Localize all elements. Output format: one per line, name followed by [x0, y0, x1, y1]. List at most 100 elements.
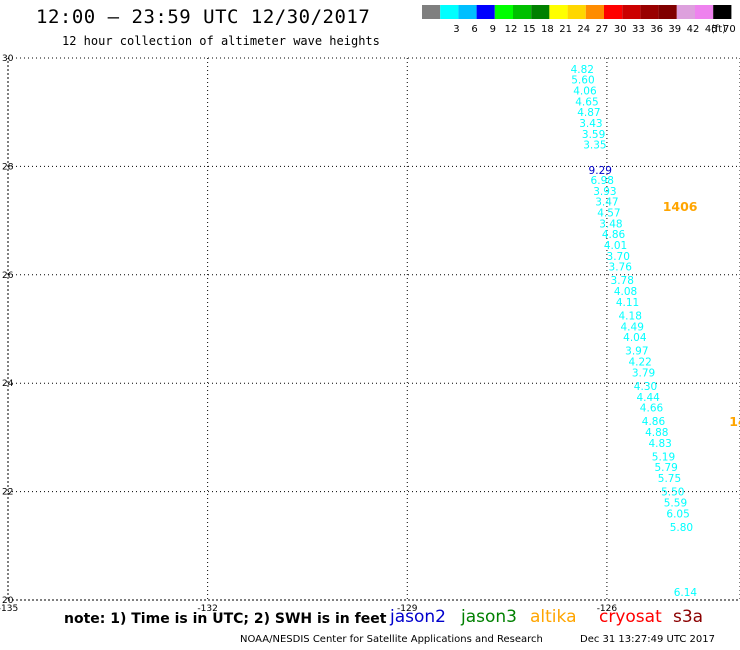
satellite-label-s3a: s3a — [673, 607, 704, 627]
footer-credit: NOAA/NESDIS Center for Satellite Applica… — [240, 634, 543, 645]
wave-height-value: 4.49 — [621, 321, 644, 333]
plot-frame — [7, 57, 740, 601]
note-text: note: 1) Time is in UTC; 2) SWH is in fe… — [64, 611, 387, 627]
chart-title: 12:00 — 23:59 UTC 12/30/2017 — [36, 6, 371, 28]
legend-tick-label: 18 — [541, 24, 554, 35]
satellite-label-jason2: jason2 — [390, 607, 446, 627]
wave-height-value: 6.14 — [674, 587, 698, 599]
wave-height-value: 9.29 — [589, 165, 612, 177]
wave-height-value: 5.79 — [654, 462, 677, 474]
wave-height-value: 4.01 — [604, 240, 627, 252]
wave-height-value: 4.57 — [597, 207, 620, 219]
legend-tick-label: 9 — [490, 24, 496, 35]
wave-height-value: 6.98 — [591, 175, 614, 187]
legend-swatch — [622, 5, 641, 19]
wave-height-value: 5.19 — [652, 451, 675, 463]
wave-height-value: 4.06 — [573, 86, 597, 98]
wave-height-value: 5.59 — [664, 497, 687, 509]
wave-height-value: 5.50 — [661, 487, 684, 499]
wave-height-value: 4.86 — [642, 416, 666, 428]
wave-height-value: 4.44 — [636, 392, 660, 404]
y-tick-label: 24 — [2, 379, 14, 389]
wave-height-value: 5.80 — [670, 522, 693, 534]
wave-height-value: 4.11 — [616, 297, 639, 309]
wave-height-value: 5.60 — [571, 75, 594, 87]
legend-swatch — [640, 5, 659, 19]
chart-subtitle: 12 hour collection of altimeter wave hei… — [62, 34, 380, 48]
legend-swatch — [476, 5, 495, 19]
legend-unit: (ft) — [711, 24, 726, 35]
legend-swatch — [658, 5, 677, 19]
x-tick-label: -135 — [0, 604, 18, 612]
wave-height-map: -135-132-129-126-123-122022242628304.825… — [0, 54, 740, 612]
pass-time-label: 1405 — [729, 414, 740, 429]
wave-height-value: 3.43 — [579, 118, 602, 130]
legend-tick-label: 6 — [471, 24, 477, 35]
y-tick-label: 30 — [2, 54, 14, 64]
legend-tick-label: 24 — [577, 24, 590, 35]
y-tick-label: 20 — [2, 596, 14, 606]
wave-height-value: 4.04 — [623, 332, 647, 344]
y-tick-label: 28 — [2, 162, 14, 172]
legend-tick-label: 45 — [705, 24, 718, 35]
legend-swatch — [531, 5, 550, 19]
wave-height-value: 3.93 — [593, 186, 616, 198]
legend-swatch — [513, 5, 532, 19]
wave-height-value: 3.76 — [609, 262, 633, 274]
satellite-label-cryosat: cryosat — [599, 607, 662, 627]
wave-height-value: 4.87 — [577, 107, 600, 119]
wave-height-value: 4.18 — [619, 310, 642, 322]
legend-tick-label: 70 — [723, 24, 736, 35]
wave-height-value: 4.08 — [614, 286, 637, 298]
wave-height-value: 4.30 — [634, 381, 657, 393]
wave-height-value: 3.70 — [607, 251, 630, 263]
wave-height-value: 3.78 — [611, 275, 634, 287]
legend-swatch — [676, 5, 695, 19]
wave-height-value: 4.82 — [571, 64, 594, 76]
wave-height-value: 3.97 — [625, 346, 648, 358]
footer-timestamp: Dec 31 13:27:49 UTC 2017 — [580, 634, 715, 645]
legend-swatch — [604, 5, 623, 19]
satellite-label-altika: altika — [530, 607, 577, 627]
wave-height-value: 6.05 — [666, 508, 689, 520]
legend-swatch — [713, 5, 732, 19]
wave-height-value: 4.65 — [575, 96, 598, 108]
wave-height-value: 3.59 — [582, 129, 605, 141]
legend-swatch — [422, 5, 441, 19]
legend-tick-label: 12 — [505, 24, 518, 35]
wave-height-value: 5.75 — [658, 473, 681, 485]
wave-height-value: 4.83 — [648, 438, 671, 450]
legend-tick-label: 33 — [632, 24, 645, 35]
wave-height-value: 4.86 — [602, 229, 626, 241]
legend-swatch — [440, 5, 459, 19]
legend-swatch — [567, 5, 586, 19]
y-tick-label: 22 — [2, 488, 13, 498]
color-legend: 3 6 9 12 15 18 21 24 27 30 33 36 39 42 45 70(ft) — [422, 5, 736, 35]
wave-height-value: 3.47 — [595, 197, 618, 209]
wave-height-value: 3.35 — [583, 140, 606, 152]
wave-height-value: 4.88 — [645, 427, 668, 439]
legend-tick-label: 30 — [614, 24, 627, 35]
legend-swatch — [494, 5, 513, 19]
legend-tick-label: 3 — [453, 24, 459, 35]
legend-swatch — [458, 5, 477, 19]
legend-tick-label: 42 — [687, 24, 700, 35]
pass-time-label: 1406 — [663, 199, 698, 214]
wave-height-value: 3.48 — [599, 218, 622, 230]
legend-tick-label: 36 — [650, 24, 663, 35]
satellite-label-jason3: jason3 — [461, 607, 517, 627]
legend-tick-label: 21 — [559, 24, 572, 35]
y-tick-label: 26 — [2, 271, 14, 281]
x-tick-label: -129 — [397, 604, 418, 612]
legend-tick-label: 27 — [596, 24, 609, 35]
legend-swatch — [695, 5, 714, 19]
wave-height-value: 4.22 — [628, 357, 651, 369]
legend-swatch — [549, 5, 568, 19]
wave-height-value: 4.66 — [640, 403, 664, 415]
legend-tick-label: 39 — [668, 24, 681, 35]
legend-swatch — [585, 5, 604, 19]
legend-tick-label: 15 — [523, 24, 536, 35]
x-tick-label: -132 — [197, 604, 217, 612]
wave-height-value: 3.79 — [632, 367, 655, 379]
x-tick-label: -126 — [597, 604, 618, 612]
